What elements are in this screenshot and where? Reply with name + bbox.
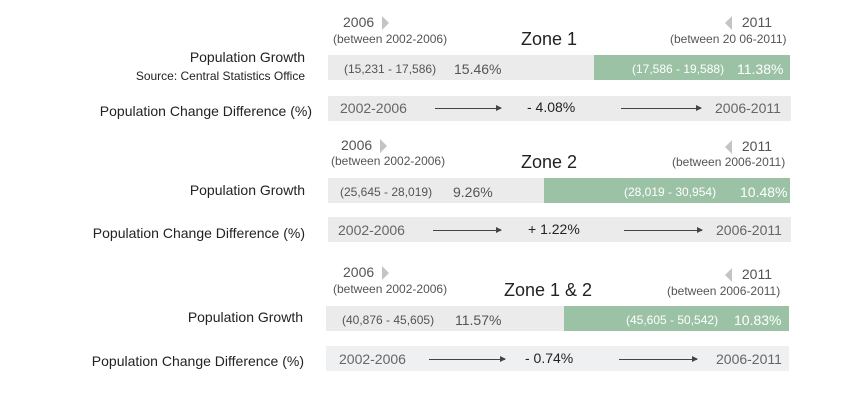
arrow-right-icon [435, 105, 502, 111]
right-percentage: 10.83% [734, 312, 782, 328]
left-year: 2006 [343, 264, 375, 280]
left-range: (25,645 - 28,019) [340, 185, 433, 199]
zone-title: Zone 1 & 2 [504, 280, 593, 300]
growth-label: Population Growth [187, 309, 303, 325]
triangle-right-icon [382, 266, 390, 281]
right-range: (28,019 - 30,954) [624, 185, 717, 199]
left-year: 2006 [343, 14, 375, 30]
left-year-header: 2006 [343, 14, 390, 31]
arrow-right-icon [621, 105, 702, 111]
right-year: 2011 [741, 138, 772, 154]
change-label: Population Change Difference (%) [91, 353, 304, 369]
change-label: Population Change Difference (%) [99, 103, 312, 119]
triangle-right-icon [382, 16, 390, 31]
left-percentage: 15.46% [454, 61, 502, 77]
period-left: 2002-2006 [339, 351, 406, 367]
right-year-header: 2011 [725, 138, 772, 155]
difference-value: - 4.08% [527, 99, 576, 115]
growth-label: Population Growth [189, 182, 305, 198]
difference-value: + 1.22% [528, 221, 580, 237]
triangle-left-icon [725, 268, 732, 283]
change-bar [328, 217, 791, 242]
left-year-subtitle: (between 2002-2006) [333, 282, 448, 296]
left-year-subtitle: (between 2002-2006) [333, 32, 448, 46]
period-right: 2006-2011 [716, 222, 782, 238]
left-year-header: 2006 [341, 137, 388, 154]
growth-bar-right [594, 55, 790, 80]
period-right: 2006-2011 [716, 351, 782, 367]
growth-bar-left [328, 55, 594, 80]
zone-title: Zone 2 [521, 152, 578, 172]
right-year: 2011 [741, 14, 772, 30]
right-range: (17,586 - 19,588) [632, 62, 725, 76]
difference-value: - 0.74% [525, 350, 574, 366]
left-percentage: 9.26% [453, 184, 493, 200]
right-year-subtitle: (between 20 06-2011) [670, 32, 787, 46]
triangle-right-icon [380, 139, 388, 154]
growth-bar-left [328, 178, 544, 203]
growth-bar-left [326, 306, 564, 331]
arrow-right-icon [624, 227, 703, 233]
arrow-right-icon [433, 227, 502, 233]
right-year-header: 2011 [725, 14, 772, 31]
left-year-subtitle: (between 2002-2006) [331, 154, 446, 168]
triangle-left-icon [725, 16, 732, 31]
period-right: 2006-2011 [715, 100, 781, 116]
source-label: Source: Central Statistics Office [135, 69, 305, 83]
change-bar [326, 346, 789, 371]
period-left: 2002-2006 [338, 222, 405, 238]
right-year-subtitle: (between 2006-2011) [667, 284, 781, 298]
growth-bar-right [544, 178, 790, 203]
right-year-header: 2011 [725, 266, 772, 283]
left-range: (15,231 - 17,586) [344, 62, 437, 76]
growth-label: Population Growth [189, 49, 305, 65]
right-year-subtitle: (between 2006-2011) [672, 155, 786, 169]
left-year: 2006 [341, 137, 373, 153]
triangle-left-icon [725, 140, 732, 155]
left-range: (40,876 - 45,605) [342, 313, 435, 327]
growth-bar-right [564, 306, 789, 331]
right-range: (45,605 - 50,542) [626, 313, 719, 327]
change-label: Population Change Difference (%) [92, 225, 305, 241]
arrow-right-icon [619, 356, 698, 362]
left-percentage: 11.57% [455, 312, 502, 328]
change-bar [328, 96, 791, 121]
left-year-header: 2006 [343, 264, 390, 281]
period-left: 2002-2006 [340, 100, 407, 116]
right-year: 2011 [741, 266, 772, 282]
arrow-right-icon [429, 356, 506, 362]
right-percentage: 10.48% [740, 184, 788, 200]
zone-title: Zone 1 [521, 29, 578, 49]
right-percentage: 11.38% [737, 61, 784, 77]
